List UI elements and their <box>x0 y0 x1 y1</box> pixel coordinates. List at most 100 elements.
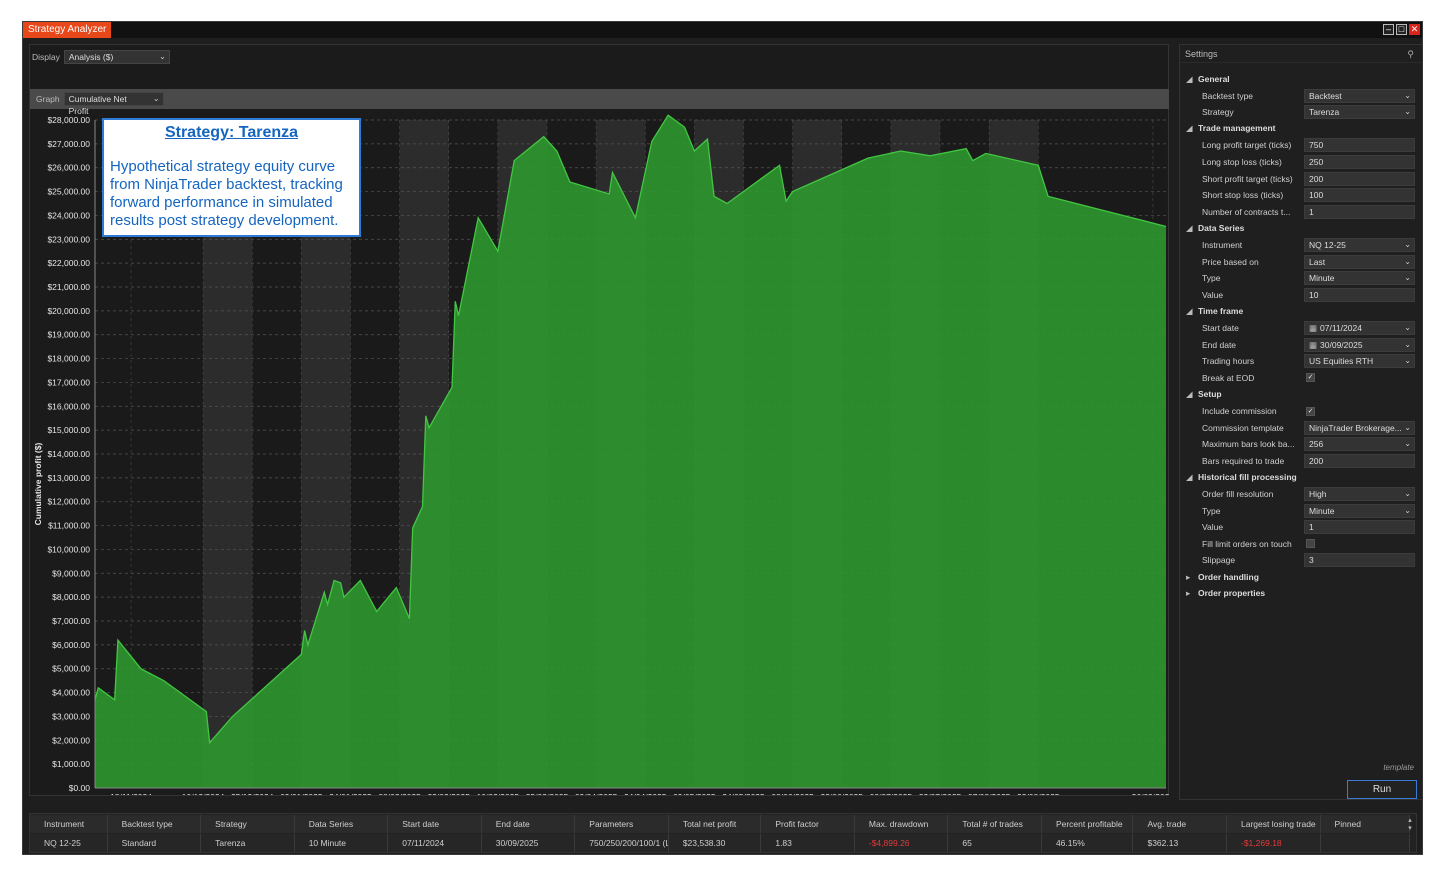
chevron-down-icon: ⌄ <box>1404 505 1411 515</box>
run-button[interactable]: Run <box>1347 780 1417 799</box>
property-value: Last <box>1309 256 1326 267</box>
strategy-analyzer-window: Strategy Analyzer – □ ✕ Display Analysis… <box>22 21 1423 855</box>
display-dropdown[interactable]: Analysis ($) ⌄ <box>63 50 170 64</box>
chevron-down-icon: ⌄ <box>1404 90 1411 100</box>
section-label: Setup <box>1198 388 1222 399</box>
property-label: Type <box>1202 505 1221 516</box>
property-value: 30/09/2025 <box>1320 339 1363 350</box>
chevron-down-icon: ◢ <box>1186 73 1193 84</box>
close-icon[interactable]: ✕ <box>1409 24 1420 35</box>
property-input[interactable]: 100 <box>1304 188 1415 203</box>
property-label: Fill limit orders on touch <box>1202 538 1292 549</box>
column-header[interactable]: Data Series <box>295 815 389 833</box>
property-input[interactable]: 1 <box>1304 204 1415 219</box>
settings-row: Backtest type Backtest ⌄ <box>1180 88 1424 104</box>
property-label: Commission template <box>1202 422 1284 433</box>
column-header[interactable]: Start date <box>388 815 482 833</box>
property-dropdown[interactable]: Last ⌄ <box>1304 254 1415 269</box>
y-tick-label: $10,000.00 <box>47 544 90 554</box>
property-value: NQ 12-25 <box>1309 240 1346 250</box>
column-header[interactable]: Pinned <box>1321 815 1411 833</box>
column-header[interactable]: Parameters <box>575 815 669 833</box>
settings-row: Instrument NQ 12-25 ⌄ <box>1180 237 1424 253</box>
settings-section[interactable]: ▸ Order handling <box>1180 569 1424 585</box>
y-tick-label: $8,000.00 <box>52 592 90 602</box>
table-row[interactable]: NQ 12-25 Standard Tarenza 10 Minute 07/11/20… <box>30 834 1411 852</box>
property-input[interactable]: 1 <box>1304 520 1415 535</box>
property-dropdown[interactable]: US Equities RTH ⌄ <box>1304 354 1415 369</box>
property-dropdown[interactable]: ▦ 30/09/2025 ⌄ <box>1304 337 1415 352</box>
template-link[interactable]: template <box>1383 763 1414 772</box>
section-title: ◢ Setup <box>1180 389 1222 400</box>
property-value: Tarenza <box>1309 107 1340 118</box>
property-dropdown[interactable]: Minute ⌄ <box>1304 503 1415 518</box>
maximize-icon[interactable]: □ <box>1396 24 1407 35</box>
column-header[interactable]: Backtest type <box>108 815 202 833</box>
checkbox[interactable]: ✓ <box>1306 406 1315 416</box>
graph-label: Graph <box>36 94 60 104</box>
x-tick-label: 22/08/2025 <box>1017 792 1060 795</box>
settings-section[interactable]: ◢ Data Series <box>1180 220 1424 236</box>
column-header[interactable]: Total # of trades <box>948 815 1042 833</box>
settings-row: End date ▦ 30/09/2025 ⌄ <box>1180 337 1424 353</box>
window-title-tab[interactable]: Strategy Analyzer <box>23 22 112 38</box>
property-dropdown[interactable]: Minute ⌄ <box>1304 271 1415 286</box>
y-tick-label: $4,000.00 <box>52 688 90 698</box>
chevron-down-icon: ◢ <box>1186 305 1193 316</box>
property-input[interactable]: 3 <box>1304 553 1415 568</box>
minimize-icon[interactable]: – <box>1383 24 1394 35</box>
section-label: Data Series <box>1198 222 1245 233</box>
settings-section[interactable]: ◢ Trade management <box>1180 121 1424 137</box>
property-dropdown[interactable]: 256 ⌄ <box>1304 437 1415 452</box>
display-label: Display <box>32 52 60 62</box>
checkbox[interactable]: ✓ <box>1306 373 1315 383</box>
column-header[interactable]: Instrument <box>30 815 108 833</box>
property-input[interactable]: 250 <box>1304 155 1415 169</box>
settings-row: Commission template NinjaTrader Brokerage… <box>1180 420 1424 436</box>
property-value: NinjaTrader Brokerage... <box>1309 422 1402 433</box>
x-tick-label: 23/06/2025 <box>820 792 863 795</box>
graph-dropdown[interactable]: Cumulative Net Profit ⌄ <box>63 92 164 116</box>
property-input[interactable]: 750 <box>1304 138 1415 153</box>
pin-icon[interactable]: ⚲ <box>1407 49 1414 59</box>
results-header-row: Instrument Backtest type Strategy Data Seri… <box>30 815 1411 833</box>
property-dropdown[interactable]: Backtest ⌄ <box>1304 88 1415 103</box>
checkbox[interactable] <box>1306 539 1315 549</box>
settings-section[interactable]: ◢ Time frame <box>1180 303 1424 319</box>
property-dropdown[interactable]: ▦ 07/11/2024 ⌄ <box>1304 321 1415 335</box>
pinned-checkbox[interactable] <box>1321 834 1411 852</box>
x-tick-label: 25/03/2025 <box>526 792 569 795</box>
equity-chart[interactable]: $0.00 $1,000.00 $2,000.00 $3,000.00 $4,000.0… <box>30 111 1174 813</box>
column-header[interactable]: Total net profit <box>669 815 762 833</box>
settings-section[interactable]: ◢ Historical fill processing <box>1180 469 1424 485</box>
scroll-icon[interactable]: ▴ ▾ <box>1408 817 1412 832</box>
column-header[interactable]: Percent profitable <box>1042 815 1134 833</box>
property-dropdown[interactable]: Tarenza ⌄ <box>1304 105 1415 120</box>
property-label: Long profit target (ticks) <box>1202 140 1292 151</box>
table-cell: 65 <box>948 834 1042 852</box>
column-header[interactable]: Profit factor <box>761 815 855 833</box>
settings-section[interactable]: ◢ Setup <box>1180 386 1424 402</box>
column-header[interactable]: Max. drawdown <box>855 815 949 833</box>
y-tick-label: $12,000.00 <box>47 497 90 507</box>
settings-section[interactable]: ◢ General <box>1180 71 1424 87</box>
column-header[interactable]: Avg. trade <box>1133 815 1227 833</box>
strategy-callout: Strategy: Tarenza Hypothetical strategy … <box>102 118 361 237</box>
property-dropdown[interactable]: NQ 12-25 ⌄ <box>1304 238 1415 252</box>
property-dropdown[interactable]: High ⌄ <box>1304 487 1415 501</box>
chevron-down-icon: ⌄ <box>1404 339 1411 349</box>
chevron-right-icon: ▸ <box>1186 588 1191 599</box>
property-input[interactable]: 200 <box>1304 171 1415 186</box>
property-label: Value <box>1202 289 1224 300</box>
column-header[interactable]: Strategy <box>201 815 295 833</box>
column-header[interactable]: Largest losing trade <box>1227 815 1321 833</box>
property-dropdown[interactable]: NinjaTrader Brokerage... ⌄ <box>1304 420 1415 435</box>
section-label: Trade management <box>1198 123 1276 134</box>
table-cell: 750/250/200/100/1 (Lo <box>575 834 669 852</box>
settings-section[interactable]: ▸ Order properties <box>1180 586 1424 602</box>
settings-row: Value 10 <box>1180 287 1424 303</box>
property-input[interactable]: 200 <box>1304 453 1415 468</box>
column-header[interactable]: End date <box>482 815 576 833</box>
property-value: 07/11/2024 <box>1320 323 1362 333</box>
property-input[interactable]: 10 <box>1304 287 1415 302</box>
